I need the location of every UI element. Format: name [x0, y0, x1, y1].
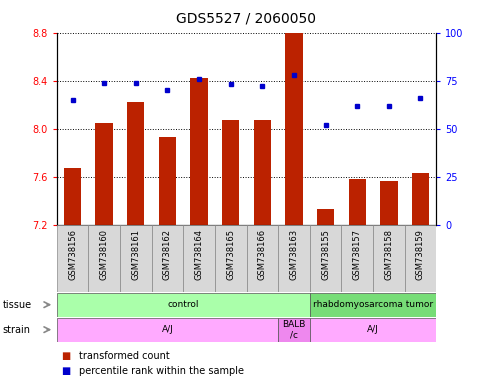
- Bar: [310, 225, 341, 292]
- Text: GDS5527 / 2060050: GDS5527 / 2060050: [176, 12, 317, 25]
- Text: GSM738162: GSM738162: [163, 229, 172, 280]
- Bar: [253, 120, 271, 225]
- Text: GSM738157: GSM738157: [352, 229, 362, 280]
- Bar: [278, 225, 310, 292]
- Text: GSM738156: GSM738156: [68, 229, 77, 280]
- Text: GSM738159: GSM738159: [416, 229, 425, 280]
- Bar: [349, 179, 366, 225]
- Bar: [246, 225, 278, 292]
- Bar: [310, 318, 436, 342]
- Bar: [317, 209, 334, 225]
- Bar: [412, 173, 429, 225]
- Text: GSM738155: GSM738155: [321, 229, 330, 280]
- Bar: [88, 225, 120, 292]
- Text: GSM738161: GSM738161: [131, 229, 141, 280]
- Text: GSM738166: GSM738166: [258, 229, 267, 280]
- Bar: [190, 78, 208, 225]
- Bar: [341, 225, 373, 292]
- Text: GSM738163: GSM738163: [289, 229, 298, 280]
- Text: GSM738164: GSM738164: [195, 229, 204, 280]
- Bar: [278, 318, 310, 342]
- Text: strain: strain: [2, 324, 31, 335]
- Bar: [285, 30, 303, 225]
- Bar: [380, 182, 397, 225]
- Text: rhabdomyosarcoma tumor: rhabdomyosarcoma tumor: [313, 300, 433, 309]
- Text: A/J: A/J: [162, 325, 174, 334]
- Bar: [405, 225, 436, 292]
- Bar: [310, 293, 436, 317]
- Text: GSM738165: GSM738165: [226, 229, 235, 280]
- Text: ■: ■: [62, 351, 71, 361]
- Bar: [152, 225, 183, 292]
- Text: percentile rank within the sample: percentile rank within the sample: [79, 366, 244, 376]
- Bar: [373, 225, 405, 292]
- Text: A/J: A/J: [367, 325, 379, 334]
- Bar: [57, 318, 278, 342]
- Bar: [127, 102, 144, 225]
- Bar: [57, 225, 88, 292]
- Bar: [159, 137, 176, 225]
- Bar: [96, 122, 113, 225]
- Bar: [64, 168, 81, 225]
- Bar: [215, 225, 246, 292]
- Text: ■: ■: [62, 366, 71, 376]
- Bar: [222, 120, 240, 225]
- Bar: [183, 225, 215, 292]
- Text: GSM738158: GSM738158: [385, 229, 393, 280]
- Text: control: control: [168, 300, 199, 309]
- Text: tissue: tissue: [2, 300, 32, 310]
- Text: BALB
/c: BALB /c: [282, 320, 306, 339]
- Text: GSM738160: GSM738160: [100, 229, 108, 280]
- Bar: [120, 225, 152, 292]
- Bar: [57, 293, 310, 317]
- Text: transformed count: transformed count: [79, 351, 170, 361]
